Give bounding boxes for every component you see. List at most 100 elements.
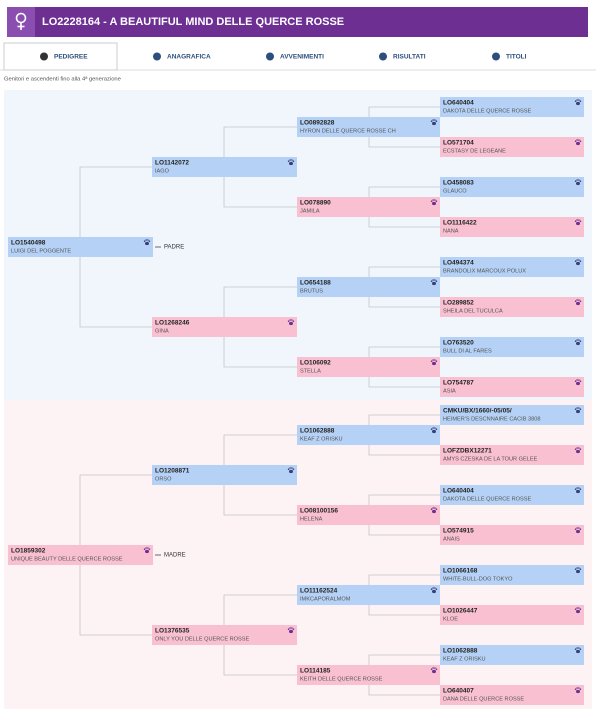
parent-label: MADRE — [164, 553, 186, 559]
paw-toe — [574, 408, 577, 411]
dog-name: IAGO — [155, 168, 170, 174]
dog-name: BRUTUS — [300, 288, 323, 294]
sire-box[interactable] — [297, 425, 440, 445]
paw-toe — [291, 319, 293, 321]
sire-box[interactable] — [297, 585, 440, 605]
dog-id: LO289852 — [443, 300, 474, 307]
tab-label[interactable]: RISULTATI — [393, 54, 426, 61]
tab-active[interactable] — [3, 42, 118, 71]
dam-box[interactable] — [297, 505, 440, 525]
paw-toe — [432, 587, 434, 589]
paw-toe — [576, 299, 578, 301]
tab-label[interactable]: AVVENIMENTI — [280, 54, 324, 61]
dog-id: CMKU/BX/1660/-05/05/ — [443, 408, 512, 415]
paw-icon — [287, 467, 295, 474]
dog-id: LO08100156 — [300, 508, 338, 515]
paw-toe — [292, 628, 295, 630]
paw-icon — [574, 179, 582, 186]
paw-toe — [579, 260, 582, 263]
sire-box[interactable] — [440, 257, 584, 277]
dog-id: LO1859302 — [11, 548, 46, 555]
sire-box[interactable] — [440, 645, 584, 665]
paw-toe — [579, 220, 582, 222]
paw-toe — [434, 667, 436, 669]
tab-icon — [266, 52, 274, 61]
dog-name: NANA — [443, 228, 459, 234]
dog-name: LUIGI DEL POGGENTE — [11, 248, 71, 254]
dog-id: LO1062888 — [300, 428, 335, 435]
sire-box[interactable] — [440, 337, 584, 357]
dam-box[interactable] — [152, 317, 297, 337]
paw-toe — [579, 568, 582, 570]
tab-label[interactable]: PEDIGREE — [54, 54, 88, 61]
sire-box[interactable] — [152, 157, 297, 177]
sire-box[interactable] — [440, 177, 584, 197]
dam-box[interactable] — [440, 377, 584, 397]
dam-box[interactable] — [440, 445, 584, 465]
paw-icon — [430, 507, 438, 514]
paw-toe — [578, 299, 580, 301]
paw-icon — [574, 487, 582, 494]
paw-pad — [576, 261, 580, 266]
paw-toe — [574, 488, 577, 491]
dog-id: LO754787 — [443, 380, 474, 387]
dam-box[interactable] — [297, 665, 440, 685]
paw-pad — [432, 201, 436, 206]
paw-toe — [435, 508, 438, 511]
dog-name: WHITE-BULL-DOG TOKYO — [443, 576, 513, 582]
paw-toe — [574, 300, 577, 303]
paw-pad — [576, 649, 580, 654]
sire-box[interactable] — [440, 485, 584, 505]
dam-box[interactable] — [440, 685, 584, 705]
dog-name: GINA — [155, 328, 169, 334]
dam-box[interactable] — [297, 357, 440, 377]
sire-box[interactable] — [440, 405, 584, 425]
paw-toe — [148, 548, 151, 550]
paw-toe — [430, 668, 433, 670]
dam-box[interactable] — [8, 545, 153, 565]
paw-toe — [574, 140, 577, 142]
dog-name: KEITH DELLE QUERCE ROSSE — [300, 676, 383, 682]
paw-pad — [432, 589, 436, 594]
paw-icon — [574, 567, 582, 574]
paw-toe — [579, 448, 582, 451]
paw-toe — [148, 240, 151, 242]
paw-icon — [430, 587, 438, 594]
dog-name: UNIQUE BEAUTY DELLE QUERCE ROSSE — [11, 556, 123, 562]
paw-toe — [576, 527, 578, 529]
dog-id: LO1116422 — [443, 220, 477, 227]
paw-toe — [430, 508, 433, 511]
dam-box[interactable] — [440, 217, 584, 237]
dam-box[interactable] — [440, 605, 584, 625]
paw-toe — [579, 528, 582, 530]
sire-box[interactable] — [297, 117, 440, 137]
paw-toe — [574, 568, 577, 570]
dam-box[interactable] — [440, 137, 584, 157]
tab-label[interactable]: TITOLI — [506, 54, 527, 61]
paw-toe — [579, 688, 582, 690]
paw-icon — [574, 527, 582, 534]
dog-name: ORSO — [155, 476, 172, 482]
sire-box[interactable] — [8, 237, 153, 257]
paw-pad — [576, 301, 580, 306]
paw-toe — [289, 319, 291, 321]
dam-box[interactable] — [297, 197, 440, 217]
dam-box[interactable] — [440, 525, 584, 545]
tab-icon — [40, 52, 48, 61]
paw-toe — [292, 160, 295, 162]
dog-id: LO1066168 — [443, 568, 478, 575]
dam-box[interactable] — [152, 625, 297, 645]
sire-box[interactable] — [440, 97, 584, 117]
dam-box[interactable] — [440, 297, 584, 317]
tab-label[interactable]: ANAGRAFICA — [167, 54, 211, 61]
paw-icon — [574, 447, 582, 454]
paw-toe — [435, 120, 438, 122]
dog-name: KEAF Z ORISKU — [300, 436, 343, 442]
dog-id: LO1142072 — [155, 160, 189, 167]
dog-name: IMKCAPORALMOM — [300, 596, 351, 602]
sire-box[interactable] — [440, 565, 584, 585]
paw-toe — [289, 467, 291, 469]
sire-box[interactable] — [152, 465, 297, 485]
paw-toe — [578, 219, 580, 221]
sire-box[interactable] — [297, 277, 440, 297]
